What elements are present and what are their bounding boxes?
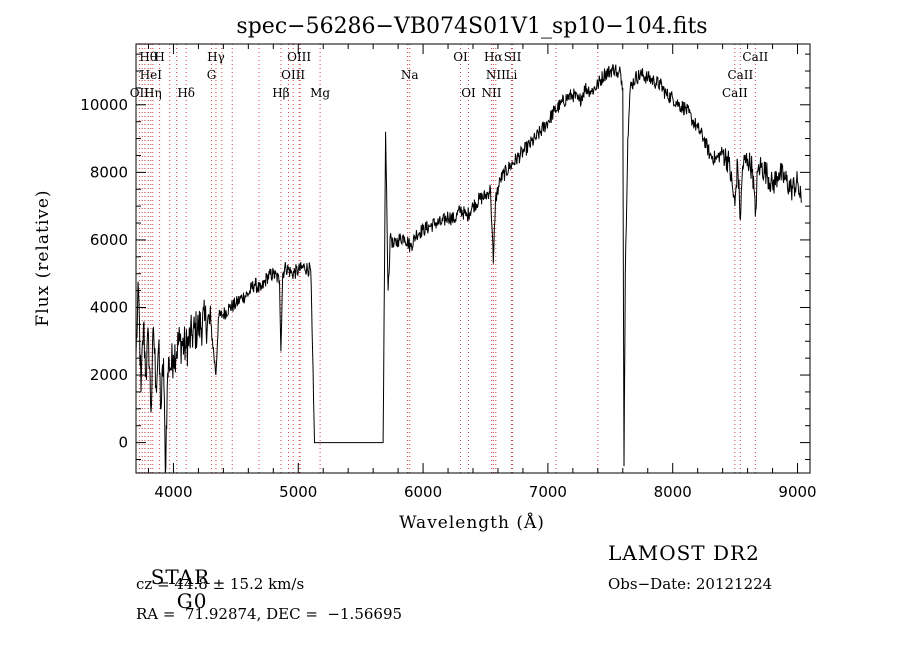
coordinates-readout: RA = 71.92874, DEC = −1.56695 [136,605,403,623]
object-class: STAR G0 [136,541,210,613]
line-label: G [207,68,217,82]
y-tick-label: 0 [118,434,128,452]
line-label: CaII [727,68,753,82]
line-label: Na [401,68,419,82]
line-label: OI [461,86,476,100]
x-tick-label: 6000 [404,483,442,501]
x-tick-label: 8000 [654,483,692,501]
axis-ticks: 4000 5000 6000 7000 8000 9000 0 2000 4000 6000 800… [80,44,817,501]
survey-label: LAMOST DR2 [608,541,760,565]
line-label: Mg [310,86,330,100]
y-tick-label: 4000 [90,298,128,316]
class-label: STAR [150,565,211,589]
plot-frame [135,43,811,474]
line-label: Hδ [177,86,195,100]
y-tick-label: 10000 [80,96,128,114]
line-label: OIII [287,50,311,64]
x-tick-label: 7000 [529,483,567,501]
line-label: Li [506,68,518,82]
cz-readout: cz = 44.8 ± 15.2 km/s [136,575,305,593]
line-label: H [154,50,164,64]
spectrum-line [135,64,802,474]
y-axis-label: Flux (relative) [33,189,53,326]
y-tick-label: 2000 [90,366,128,384]
x-tick-label: 5000 [279,483,317,501]
obs-date: Obs−Date: 20121224 [608,575,773,593]
line-label: CaII [722,86,748,100]
line-label: Hη [144,86,162,100]
line-label: Hα [484,50,503,64]
line-label: OIII [281,68,305,82]
line-label: NII [481,86,501,100]
line-label: NII [486,68,506,82]
x-axis-label: Wavelength (Å) [399,512,545,533]
x-tick-label: 9000 [778,483,816,501]
line-label: Hβ [272,86,289,100]
line-label: HeI [140,68,163,82]
subclass-label: G0 [176,589,208,613]
line-label: OII [130,86,150,100]
emission-line-markers [138,44,756,473]
y-tick-label: 6000 [90,231,128,249]
chart-title: spec−56286−VB074S01V1_sp10−104.fits [236,14,707,39]
line-label: CaII [742,50,768,64]
line-label: OI [453,50,468,64]
line-label: SII [504,50,522,64]
line-label: Hγ [207,50,225,64]
x-tick-label: 4000 [154,483,192,501]
line-label: Hθ [139,50,157,64]
y-tick-label: 8000 [90,163,128,181]
